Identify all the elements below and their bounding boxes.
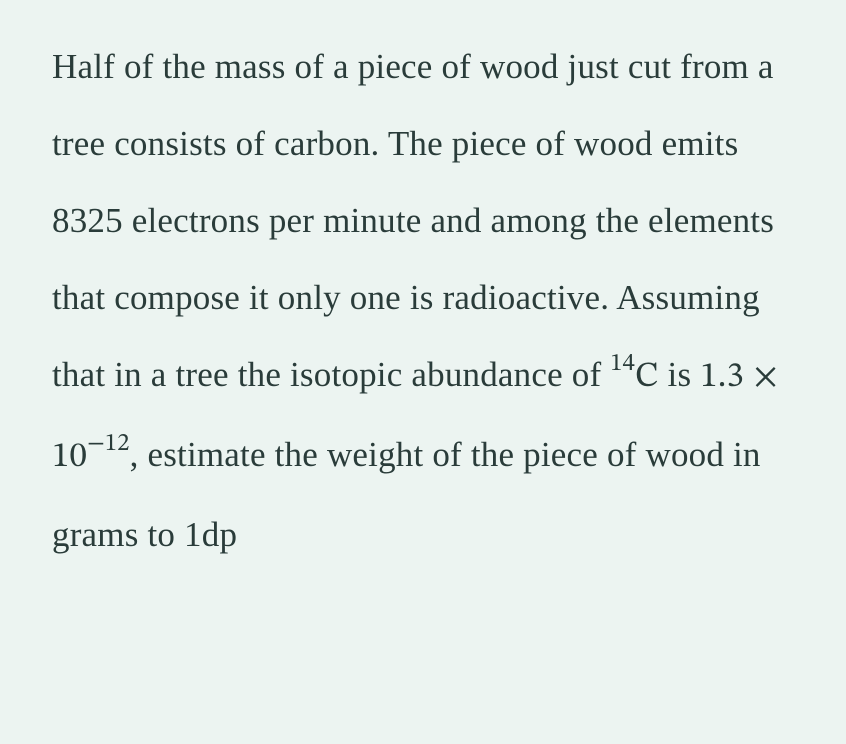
abundance-base: 10 — [52, 440, 87, 475]
text-segment: , estimate the weight of — [130, 435, 462, 474]
text-segment: electrons per minute and among the — [132, 201, 639, 240]
isotope-symbol: C — [635, 360, 659, 395]
abundance-exponent: −12 — [87, 431, 130, 456]
multiply-icon: × — [753, 360, 778, 395]
text-segment: is — [659, 355, 692, 394]
text-segment: the isotopic abundance of — [238, 355, 611, 394]
abundance-coefficient: 1.3 — [700, 360, 744, 395]
isotope-superscript: 14 — [610, 351, 635, 376]
text-segment: Half of the mass of a piece of wood — [52, 47, 559, 86]
problem-statement: Half of the mass of a piece of wood just… — [52, 28, 802, 573]
